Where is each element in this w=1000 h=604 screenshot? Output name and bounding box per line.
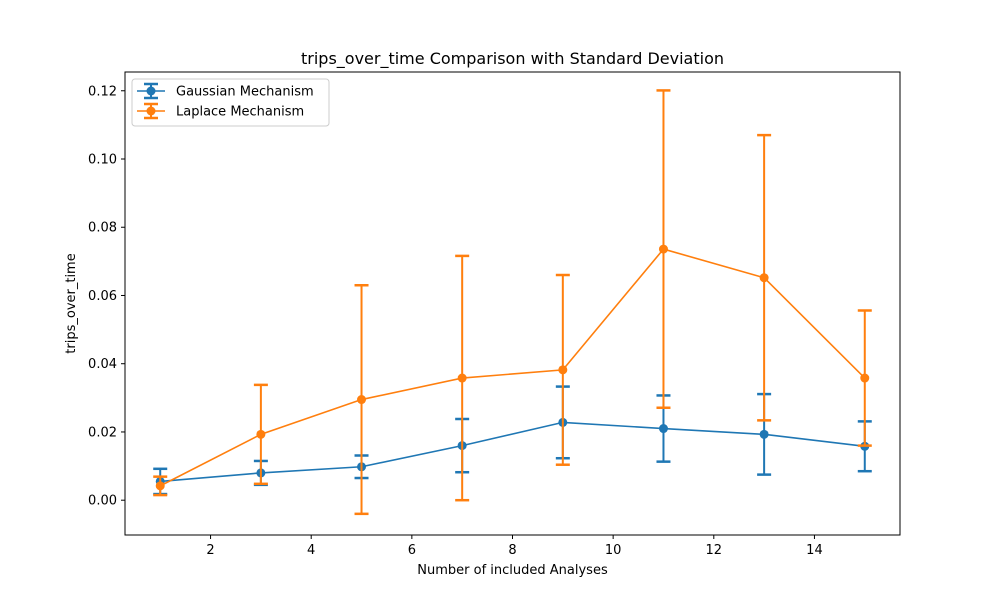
y-tick-label: 0.00 bbox=[88, 494, 117, 509]
data-point bbox=[155, 481, 165, 491]
x-tick-label: 2 bbox=[206, 543, 214, 558]
legend-marker bbox=[146, 86, 156, 96]
x-axis-label: Number of included Analyses bbox=[417, 563, 608, 578]
data-point bbox=[658, 424, 668, 434]
legend-entries: Gaussian Mechanism Laplace Mechanism bbox=[137, 82, 314, 120]
plot-area bbox=[125, 72, 900, 535]
data-point bbox=[357, 395, 367, 405]
data-point bbox=[759, 273, 769, 283]
y-tick-label: 0.08 bbox=[88, 221, 117, 236]
x-tick-label: 8 bbox=[508, 543, 516, 558]
y-tick-label: 0.06 bbox=[88, 289, 117, 304]
data-point bbox=[759, 429, 769, 439]
x-tick-label: 4 bbox=[307, 543, 315, 558]
x-tick-label: 10 bbox=[605, 543, 622, 558]
legend-label: Gaussian Mechanism bbox=[176, 85, 314, 100]
chart-title: trips_over_time Comparison with Standard… bbox=[301, 49, 724, 69]
series-line bbox=[160, 421, 865, 483]
legend-label: Laplace Mechanism bbox=[176, 105, 304, 120]
series-line bbox=[159, 248, 866, 487]
legend: Gaussian Mechanism Laplace Mechanism bbox=[131, 78, 330, 127]
y-tick-label: 0.10 bbox=[88, 153, 117, 168]
legend-entry: Laplace Mechanism bbox=[137, 102, 304, 120]
legend-marker bbox=[146, 106, 156, 116]
plot-frame bbox=[124, 71, 901, 536]
y-axis-ticks: 0.00 0.02 0.04 0.06 0.08 0.10 0.12 bbox=[88, 84, 125, 509]
y-tick-label: 0.02 bbox=[88, 425, 117, 440]
data-point bbox=[558, 365, 568, 375]
x-tick-label: 14 bbox=[806, 543, 823, 558]
legend-box bbox=[131, 78, 330, 127]
x-tick-label: 6 bbox=[408, 543, 416, 558]
data-point bbox=[860, 373, 870, 383]
x-axis-ticks: 2 4 6 8 10 12 14 bbox=[206, 535, 823, 558]
y-tick-label: 0.12 bbox=[88, 84, 117, 99]
data-point bbox=[658, 244, 668, 254]
series-1 bbox=[153, 89, 872, 516]
data-point bbox=[256, 429, 266, 439]
y-tick-label: 0.04 bbox=[88, 357, 117, 372]
legend-entry: Gaussian Mechanism bbox=[137, 82, 314, 100]
data-point bbox=[457, 373, 467, 383]
series-layer bbox=[153, 89, 872, 516]
y-axis-label: trips_over_time bbox=[64, 253, 79, 353]
x-tick-label: 12 bbox=[706, 543, 723, 558]
